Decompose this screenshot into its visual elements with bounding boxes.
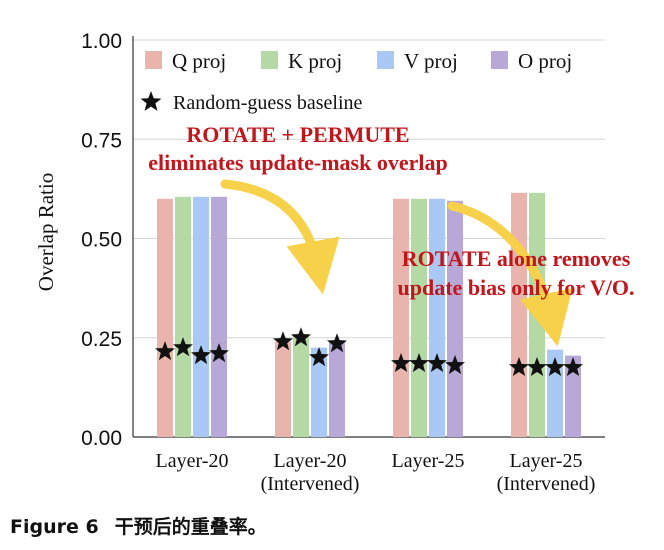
bar-o-proj [211,196,227,437]
baseline-star [191,345,211,365]
y-tick-label: 1.00 [81,30,122,53]
annotations: ROTATE + PERMUTE eliminates update-mask o… [148,122,634,300]
annotation-rotate-alone: update bias only for V/O. [398,275,635,300]
baseline-star [427,353,447,373]
bar-v-proj [311,347,327,437]
legend-label: K proj [288,49,342,73]
legend-swatch [145,51,162,69]
bar-q-proj [393,198,409,437]
figure-caption: Figure 6 干预后的重叠率。 [10,512,267,539]
bar-k-proj [411,198,427,437]
baseline-star [209,343,229,363]
legend-label: V proj [404,49,458,73]
bar-o-proj [329,341,345,437]
annotation-arrows [220,179,573,347]
legend-label: O proj [518,49,572,73]
y-tick-label: 0.25 [81,328,122,351]
figure-caption-text: 干预后的重叠率。 [114,516,267,538]
baseline-star [527,357,547,377]
arrow-to-layer25-intervened [447,201,573,347]
x-tick-label: Layer-20 [274,450,347,472]
baseline-star [445,355,465,375]
bar-v-proj [193,196,209,437]
y-tick-label: 0.75 [81,129,122,152]
legend: Q proj K proj V proj O proj Random-guess bas… [140,49,572,114]
x-tick-label: Layer-25 [510,450,583,472]
bar-k-proj [175,196,191,437]
bar-q-proj [275,341,291,437]
legend-star-icon [140,91,162,111]
legend-swatch [377,51,394,69]
bar-o-proj [447,200,463,437]
baseline-star [545,357,565,377]
legend-label: Q proj [172,49,226,73]
bar-o-proj [565,355,581,437]
x-tick-label: (Intervened) [261,473,360,495]
baseline-stars [155,327,583,377]
annotation-rotate-alone: ROTATE alone removes [402,246,631,271]
baseline-star [327,333,347,353]
baseline-star [291,327,311,347]
x-tick-label: Layer-25 [392,450,465,472]
baseline-star [409,353,429,373]
y-tick-label: 0.00 [81,427,122,450]
bar-k-proj [293,333,309,437]
arrow-to-layer20-intervened [220,179,340,295]
bar-k-proj [529,192,545,437]
baseline-star [173,337,193,357]
legend-swatch [261,51,278,69]
annotation-rotate-permute: eliminates update-mask overlap [148,150,447,175]
x-tick-label: (Intervened) [497,473,596,495]
y-tick-label: 0.50 [81,229,122,252]
bar-v-proj [429,198,445,437]
annotation-rotate-permute: ROTATE + PERMUTE [186,122,409,147]
bar-q-proj [511,192,527,437]
baseline-star [391,353,411,373]
x-tick-label: Layer-20 [156,450,229,472]
y-axis-label: Overlap Ratio [34,173,58,291]
baseline-star [309,347,329,367]
baseline-star [509,357,529,377]
baseline-star [155,341,175,361]
bar-q-proj [157,198,173,437]
legend-swatch [491,51,508,69]
figure-label: Figure 6 [10,516,99,538]
legend-baseline-label: Random-guess baseline [173,92,363,114]
baseline-star [563,357,583,377]
baseline-star [273,331,293,351]
bars [157,192,581,437]
